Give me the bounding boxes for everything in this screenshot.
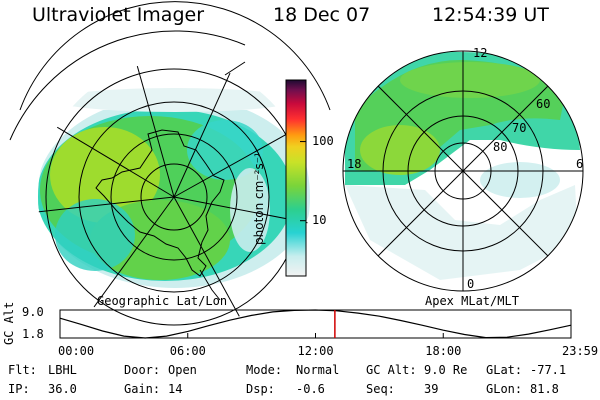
x-tick-label: 12:00 bbox=[297, 344, 334, 358]
info-label: Door: bbox=[124, 363, 161, 377]
colorbar-tick-10: 10 bbox=[312, 212, 327, 227]
time: 12:54:39 UT bbox=[432, 4, 549, 26]
info-label: GC Alt: bbox=[366, 363, 417, 377]
geographic-label: Geographic Lat/Lon bbox=[97, 294, 228, 308]
info-value: 81.8 bbox=[530, 382, 559, 396]
info-label: GLon: bbox=[486, 382, 523, 396]
info-value: LBHL bbox=[48, 363, 77, 377]
info-value: 14 bbox=[168, 382, 183, 396]
colorbar bbox=[285, 79, 307, 277]
x-ticks bbox=[59, 333, 572, 338]
apex-label: Apex MLat/MLT bbox=[425, 294, 519, 308]
altitude-ylabel: GC Alt bbox=[2, 301, 16, 345]
ytick-min: 1.8 bbox=[22, 327, 44, 341]
info-value: -77.1 bbox=[530, 363, 567, 377]
info-value: Open bbox=[168, 363, 197, 377]
date: 18 Dec 07 bbox=[273, 4, 371, 26]
colorbar-tick-100: 100 bbox=[312, 133, 334, 148]
info-value: 39 bbox=[424, 382, 439, 396]
title: Ultraviolet Imager bbox=[32, 4, 205, 26]
x-tick-label: 23:59 bbox=[562, 344, 599, 358]
info-label: IP: bbox=[8, 382, 30, 396]
info-label: GLat: bbox=[486, 363, 523, 377]
x-tick-label: 06:00 bbox=[169, 344, 206, 358]
info-label: Dsp: bbox=[246, 382, 275, 396]
mlat-label-80: 80 bbox=[493, 140, 508, 154]
altitude-line bbox=[59, 309, 572, 339]
x-tick-label: 00:00 bbox=[58, 344, 95, 358]
info-value: -0.6 bbox=[296, 382, 325, 396]
altitude-plot bbox=[59, 309, 572, 339]
mlt-label-0: 0 bbox=[467, 277, 475, 291]
info-value: Normal bbox=[296, 363, 340, 377]
mlt-label-6: 6 bbox=[576, 157, 584, 171]
colorbar-label: photon cm⁻²s⁻¹ bbox=[252, 152, 266, 245]
colorbar-ticks bbox=[300, 141, 306, 222]
info-label: Flt: bbox=[8, 363, 37, 377]
mlt-label-18: 18 bbox=[347, 157, 362, 171]
mlat-label-70: 70 bbox=[512, 121, 527, 135]
info-label: Mode: bbox=[246, 363, 283, 377]
x-tick-label: 18:00 bbox=[425, 344, 462, 358]
mlt-label-12: 12 bbox=[473, 46, 488, 60]
magnetic-map bbox=[342, 50, 584, 292]
info-value: 36.0 bbox=[48, 382, 77, 396]
ytick-max: 9.0 bbox=[22, 305, 44, 319]
geographic-map bbox=[9, 1, 331, 333]
info-label: Seq: bbox=[366, 382, 395, 396]
mlat-label-60: 60 bbox=[536, 97, 551, 111]
info-value: 9.0 Re bbox=[424, 363, 468, 377]
info-label: Gain: bbox=[124, 382, 161, 396]
